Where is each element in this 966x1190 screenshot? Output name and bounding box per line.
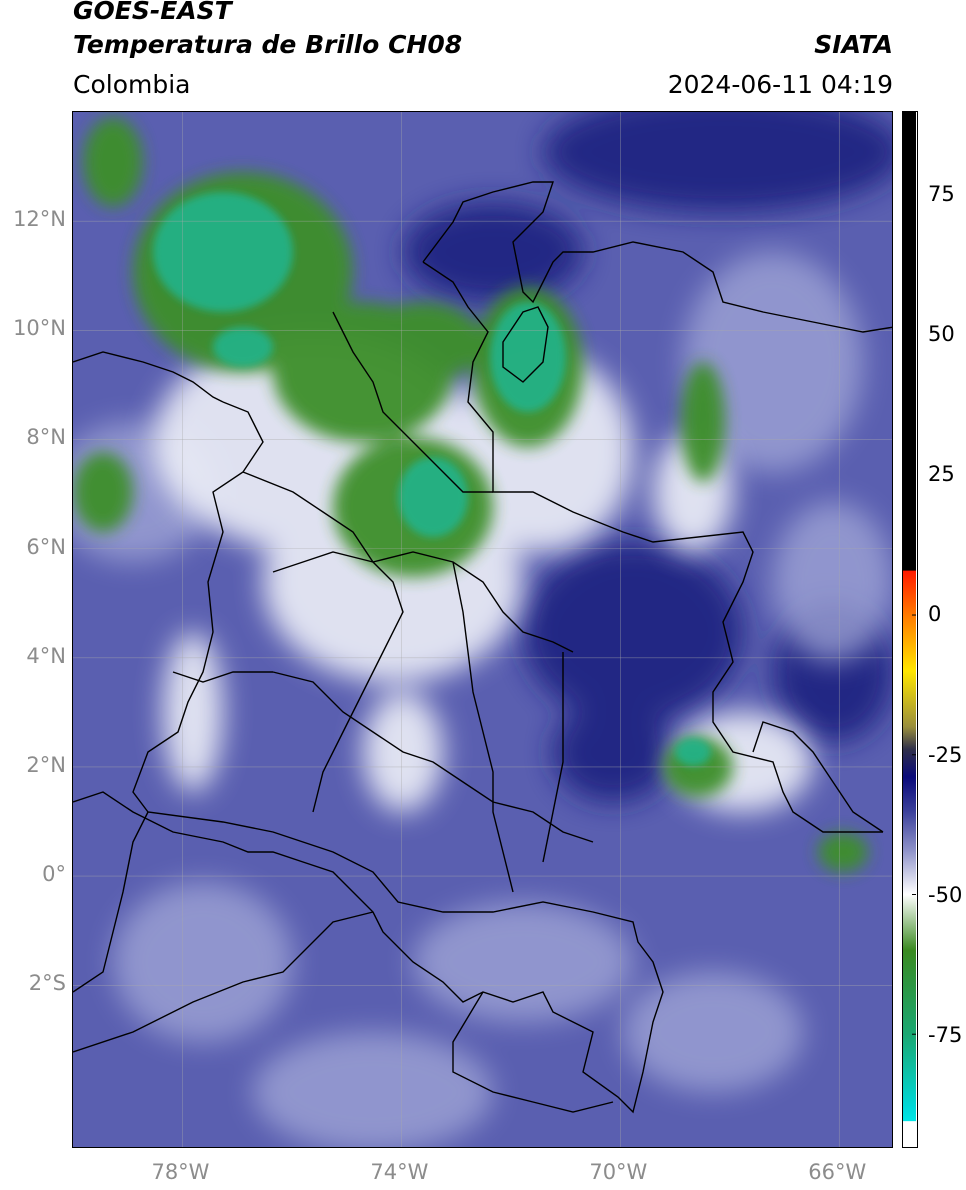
lat-tick-label: 12°N [13,207,66,232]
venezuela-coast [422,181,892,333]
colorbar-tick-label: -50 [928,882,963,907]
peru-border [73,911,374,1053]
title-satellite: GOES-EAST [73,0,232,25]
satellite-map [72,111,893,1148]
lat-tick-label: 2°S [28,971,66,996]
dept-lines-2 [332,311,493,493]
lat-tick-label: 10°N [13,316,66,341]
lat-tick-label: 8°N [26,425,66,450]
colorbar [902,111,918,1148]
dept-lines-7 [172,671,273,683]
brand-label: SIATA [814,30,893,59]
colorbar-tick-label: 25 [928,462,955,487]
dept-lines-6 [542,652,564,863]
map-gridlines [73,112,892,1147]
region-label: Colombia [73,70,191,99]
lon-tick-label: 74°W [370,1160,429,1184]
panama-border [73,351,224,403]
country-borders [73,181,892,1114]
colorbar-tick-label: 0 [928,602,942,627]
lon-tick-label: 70°W [589,1160,648,1184]
amazon-river [452,991,614,1113]
title-product: Temperatura de Brillo CH08 [73,30,463,59]
lat-tick-label: 6°N [26,534,66,559]
colombia-venezuela-border [422,261,883,833]
lat-tick-label: 0° [42,862,66,887]
timestamp-label: 2024-06-11 04:19 [667,70,893,99]
colombia-border [73,401,664,1114]
dept-lines-1 [242,471,404,813]
map-canvas [73,112,892,1147]
lon-tick-label: 66°W [808,1160,867,1184]
lat-tick-label: 2°N [26,752,66,777]
lat-tick-label: 4°N [26,643,66,668]
colorbar-tick-label: -25 [928,742,963,767]
colorbar-tick-label: 75 [928,182,955,207]
maracaibo-lake [502,306,549,383]
lon-tick-label: 78°W [151,1160,210,1184]
colorbar-tick-label: -75 [928,1022,963,1047]
colorbar-gradient [903,112,916,1146]
dept-lines-3 [372,551,574,653]
colorbar-tick-label: 50 [928,322,955,347]
dept-lines-5 [452,561,514,893]
dept-lines-8 [272,551,374,573]
ecuador-border [73,811,149,993]
brazil-border [752,721,884,833]
dept-lines-4 [272,671,594,843]
